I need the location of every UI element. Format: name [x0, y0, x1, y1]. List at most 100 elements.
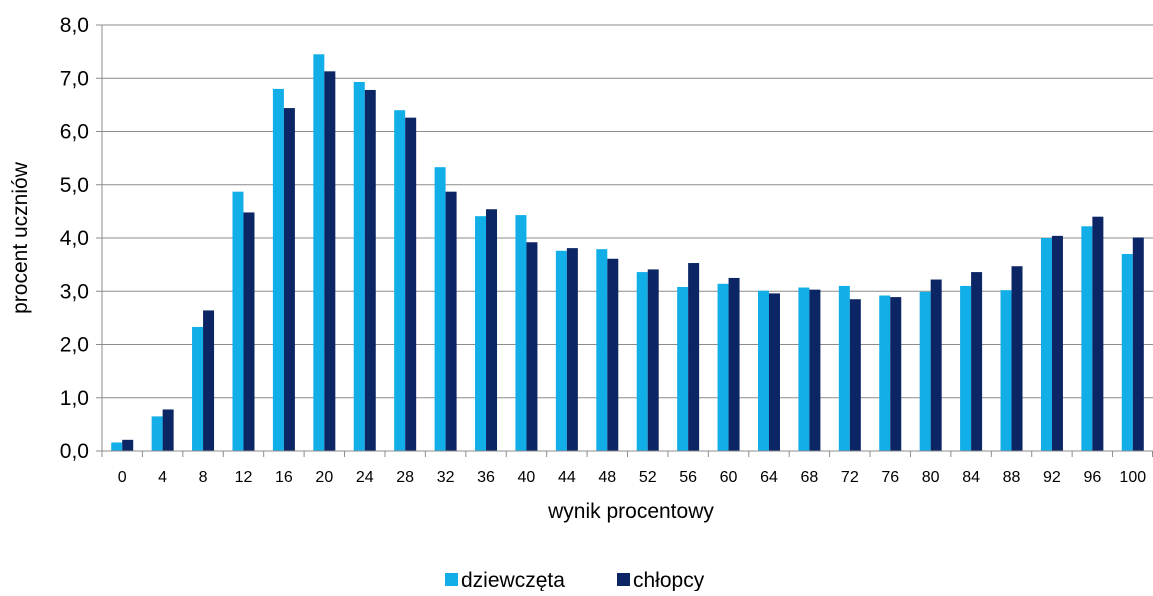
bar-chlopcy — [607, 258, 619, 451]
bar-chlopcy — [890, 297, 902, 451]
bar-dziewczeta — [151, 416, 163, 451]
bar-chlopcy — [1132, 237, 1144, 451]
bar-dziewczeta — [111, 442, 123, 451]
x-tick-label: 48 — [598, 469, 616, 486]
y-tick-label: 6,0 — [60, 121, 89, 144]
bar-dziewczeta — [798, 287, 810, 451]
bar-dziewczeta — [677, 286, 689, 451]
bar-dziewczeta — [596, 249, 608, 451]
y-tick-labels: 0,0 1,0 2,0 3,0 4,0 5,0 6,0 7,0 8,0 — [60, 14, 102, 463]
y-axis-label: procent uczniów — [9, 161, 32, 314]
bar-chlopcy — [688, 263, 700, 451]
bar-dziewczeta — [757, 290, 769, 451]
bar-dziewczeta — [1081, 226, 1093, 451]
x-tick-label: 24 — [356, 469, 374, 486]
x-tick-label: 96 — [1083, 469, 1101, 486]
bar-dziewczeta — [313, 54, 325, 451]
x-tick-label: 76 — [881, 469, 899, 486]
bar-dziewczeta — [394, 110, 406, 451]
legend: dziewczęta chłopcy — [445, 569, 705, 592]
y-tick-label: 4,0 — [60, 227, 89, 250]
bar-chlopcy — [243, 212, 255, 451]
bar-dziewczeta — [192, 326, 204, 451]
x-tick-label: 32 — [437, 469, 455, 486]
bar-dziewczeta — [1121, 253, 1133, 451]
legend-label: dziewczęta — [461, 569, 565, 591]
bar-chlopcy — [768, 293, 780, 451]
x-tick-label: 16 — [275, 469, 293, 486]
bar-chlopcy — [971, 272, 983, 451]
legend-label: chłopcy — [633, 569, 705, 591]
bar-dziewczeta — [1000, 290, 1012, 451]
bar-chlopcy — [930, 279, 942, 451]
x-tick-label: 68 — [801, 469, 819, 486]
gridlines — [102, 24, 1153, 399]
x-tick-label: 56 — [679, 469, 697, 486]
bar-chlopcy — [1011, 266, 1023, 451]
x-tick-label: 60 — [720, 469, 738, 486]
x-tick-label: 4 — [158, 469, 167, 486]
x-tick-labels: 0 4 8 12 16 20 24 28 32 36 40 44 48 52 56 60 64 68 72 76 80 8… — [118, 469, 1146, 486]
x-tick-label: 44 — [558, 469, 576, 486]
bar-chlopcy — [324, 71, 336, 451]
y-tick-label: 7,0 — [60, 67, 89, 90]
x-tick-label: 92 — [1043, 469, 1061, 486]
bar-chlopcy — [364, 89, 376, 451]
bar-chlopcy — [405, 117, 417, 451]
bars — [111, 54, 1144, 452]
x-tick-label: 36 — [477, 469, 495, 486]
bar-chlopcy — [1092, 216, 1104, 451]
bar-chlopcy — [809, 289, 821, 451]
bar-dziewczeta — [555, 250, 567, 451]
bar-dziewczeta — [636, 272, 648, 451]
x-tick-label: 100 — [1119, 469, 1146, 486]
bar-dziewczeta — [717, 283, 729, 451]
x-tick-label: 20 — [315, 469, 333, 486]
y-tick-label: 8,0 — [60, 14, 89, 37]
y-tick-label: 3,0 — [60, 280, 89, 303]
y-tick-label: 0,0 — [60, 440, 89, 463]
x-tick-label: 52 — [639, 469, 657, 486]
legend-swatch — [617, 573, 630, 586]
legend-swatch — [445, 573, 458, 586]
bar-chlopcy — [849, 299, 861, 451]
bar-dziewczeta — [515, 215, 527, 451]
y-tick-label: 2,0 — [60, 334, 89, 357]
bar-chlopcy — [445, 191, 457, 452]
x-tick-label: 12 — [235, 469, 253, 486]
bar-chlopcy — [1051, 235, 1063, 451]
x-tick-label: 80 — [922, 469, 940, 486]
axes — [101, 25, 1153, 457]
bar-chlopcy — [283, 108, 295, 451]
y-tick-label: 5,0 — [60, 174, 89, 197]
x-axis-label: wynik procentowy — [547, 500, 714, 523]
bar-chlopcy — [728, 277, 740, 451]
x-tick-label: 0 — [118, 469, 127, 486]
bar-chlopcy — [203, 310, 215, 451]
bar-dziewczeta — [1040, 238, 1052, 451]
bar-dziewczeta — [919, 291, 931, 451]
bar-dziewczeta — [272, 88, 284, 452]
x-tick-label: 72 — [841, 469, 859, 486]
bar-chlopcy — [162, 409, 174, 451]
bar-chlopcy — [526, 242, 538, 451]
x-tick-label: 40 — [518, 469, 536, 486]
bar-chlopcy — [566, 248, 578, 451]
bar-dziewczeta — [232, 191, 244, 452]
bar-dziewczeta — [353, 81, 365, 451]
x-tick-label: 84 — [962, 469, 980, 486]
bar-dziewczeta — [475, 216, 487, 451]
bar-chlopcy — [647, 269, 659, 451]
x-tick-label: 64 — [760, 469, 778, 486]
bar-dziewczeta — [838, 285, 850, 451]
bar-dziewczeta — [879, 295, 891, 451]
x-tick-label: 88 — [1003, 469, 1021, 486]
x-tick-label: 8 — [199, 469, 208, 486]
x-tick-label: 28 — [396, 469, 414, 486]
bar-dziewczeta — [434, 167, 446, 452]
y-tick-label: 1,0 — [60, 387, 89, 410]
bar-chlopcy — [122, 439, 134, 451]
bar-dziewczeta — [960, 285, 972, 451]
